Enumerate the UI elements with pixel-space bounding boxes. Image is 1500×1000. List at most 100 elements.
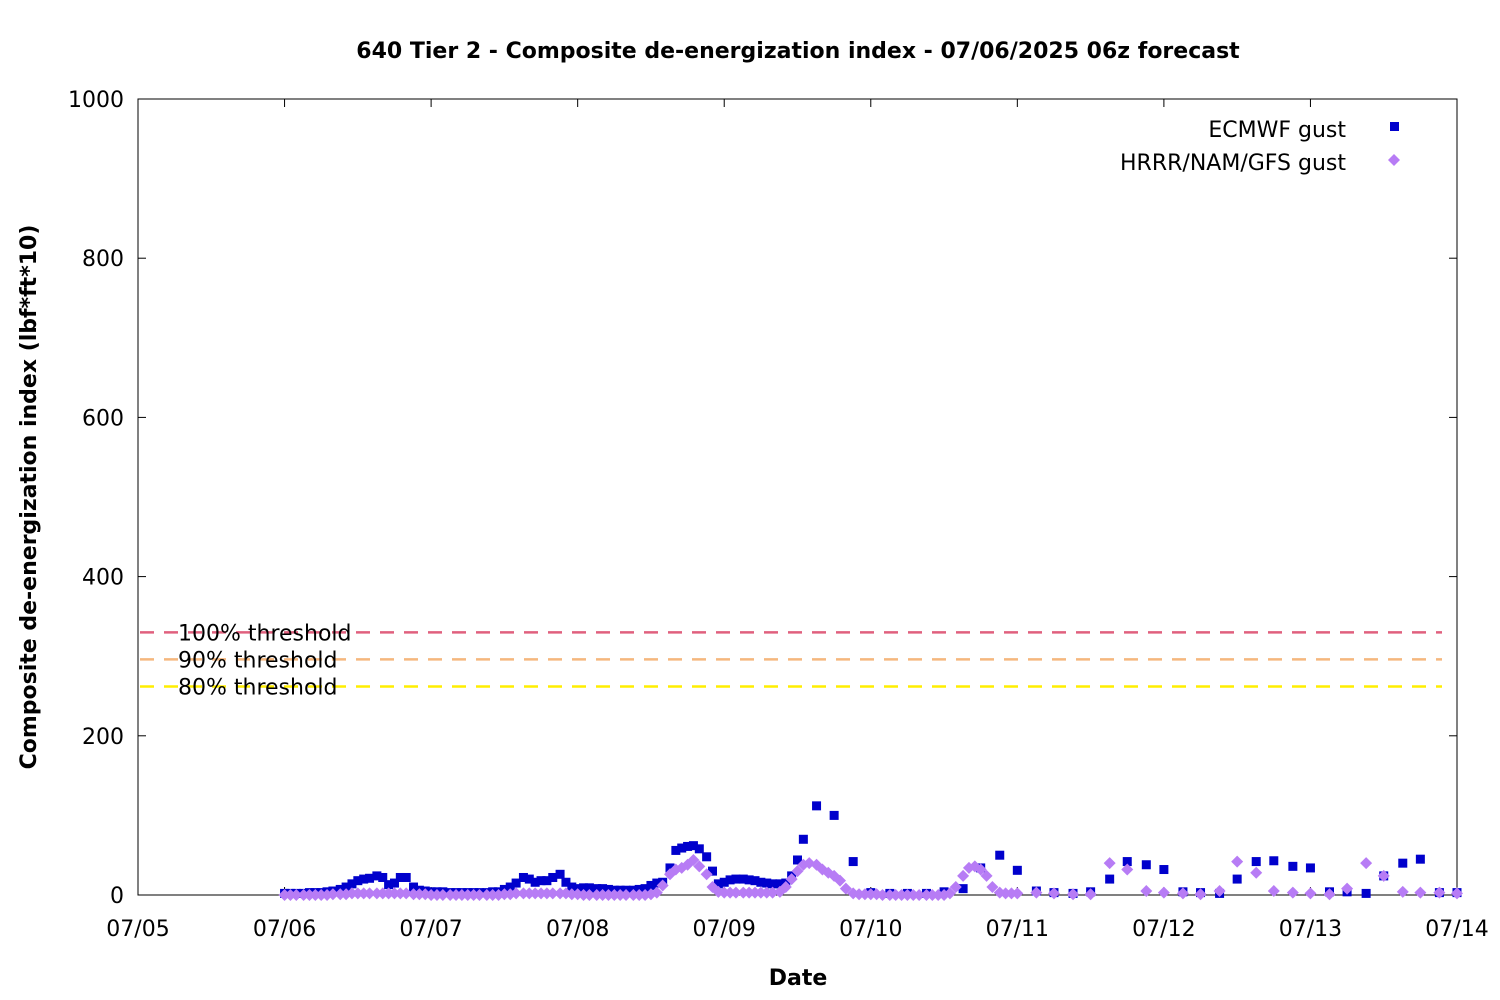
data-point-ecmwf	[347, 879, 357, 889]
data-point-hrrr	[363, 887, 376, 900]
data-point-ecmwf	[518, 872, 528, 882]
data-point-ecmwf	[671, 845, 681, 855]
y-tick-label: 200	[82, 725, 124, 750]
data-point-ecmwf	[359, 874, 369, 884]
data-point-hrrr	[473, 889, 486, 901]
data-point-ecmwf	[848, 857, 858, 867]
data-point-ecmwf	[713, 879, 723, 889]
data-point-ecmwf	[1122, 857, 1132, 867]
data-point-ecmwf	[1305, 863, 1315, 873]
data-point-ecmwf	[1269, 856, 1279, 866]
data-point-ecmwf	[579, 883, 589, 893]
data-point-ecmwf	[677, 843, 687, 853]
data-point-hrrr	[913, 889, 926, 901]
data-point-ecmwf	[744, 875, 754, 885]
data-point-ecmwf	[548, 872, 558, 882]
data-point-hrrr	[839, 882, 852, 895]
y-tick-label: 1000	[68, 88, 124, 113]
data-point-hrrr	[1157, 886, 1170, 899]
data-point-ecmwf	[1288, 861, 1298, 871]
data-point-ecmwf	[1361, 888, 1371, 898]
data-point-ecmwf	[598, 884, 608, 894]
y-tick-label: 800	[82, 247, 124, 272]
data-point-hrrr	[1121, 863, 1134, 876]
data-point-hrrr	[1377, 869, 1390, 882]
y-axis-title: Composite de-energization index (lbf*ft*…	[17, 225, 42, 770]
data-point-hrrr	[1250, 866, 1263, 879]
data-point-ecmwf	[536, 876, 546, 886]
data-point-ecmwf	[652, 878, 662, 888]
data-point-ecmwf	[756, 877, 766, 887]
legend-marker-ecmwf	[1390, 122, 1399, 131]
axis-ticks: 07/05 07/06 07/07 07/08 07/09 07/10 07/11 07/12…	[68, 88, 1489, 942]
data-point-ecmwf	[384, 880, 394, 890]
data-point-ecmwf	[592, 884, 602, 894]
data-point-hrrr	[650, 886, 663, 899]
data-point-ecmwf	[372, 871, 382, 881]
data-point-ecmwf	[1251, 857, 1261, 867]
data-point-hrrr	[1194, 888, 1207, 901]
data-point-ecmwf	[1141, 860, 1151, 870]
data-point-hrrr	[943, 887, 956, 900]
legend-marker-hrrr	[1388, 154, 1400, 166]
data-series	[278, 801, 1463, 901]
x-tick-label: 07/14	[1425, 917, 1488, 942]
data-point-ecmwf	[995, 850, 1005, 860]
data-point-ecmwf	[958, 884, 968, 894]
data-point-hrrr	[1286, 886, 1299, 899]
data-point-hrrr	[876, 889, 889, 901]
data-point-ecmwf	[640, 884, 650, 894]
y-tick-label: 400	[82, 566, 124, 591]
x-tick-label: 07/05	[106, 917, 169, 942]
data-point-ecmwf	[762, 878, 772, 888]
data-point-hrrr	[1084, 888, 1097, 901]
data-point-hrrr	[1011, 887, 1024, 900]
x-tick-label: 07/06	[253, 917, 316, 942]
data-point-hrrr	[1433, 886, 1446, 899]
data-point-ecmwf	[798, 834, 808, 844]
data-point-hrrr	[974, 863, 987, 876]
data-point-ecmwf	[1159, 865, 1169, 875]
data-point-hrrr	[1140, 885, 1153, 898]
data-point-hrrr	[980, 869, 993, 882]
data-point-hrrr	[834, 874, 847, 887]
legend: ECMWF gust HRRR/NAM/GFS gust	[1120, 118, 1400, 176]
data-point-ecmwf	[555, 869, 565, 879]
data-point-ecmwf	[731, 874, 741, 884]
data-point-ecmwf	[1398, 858, 1408, 868]
threshold-label: 80% threshold	[178, 675, 338, 700]
data-point-hrrr	[1341, 882, 1354, 895]
data-point-hrrr	[583, 889, 596, 901]
threshold-label: 100% threshold	[178, 621, 352, 646]
data-point-ecmwf	[1415, 854, 1425, 864]
data-point-hrrr	[957, 869, 970, 882]
data-point-ecmwf	[353, 876, 363, 886]
data-point-hrrr	[1231, 855, 1244, 868]
chart-title: 640 Tier 2 - Composite de-energization i…	[356, 39, 1240, 64]
data-point-ecmwf	[725, 875, 735, 885]
data-point-hrrr	[729, 886, 742, 899]
x-axis-title: Date	[769, 966, 828, 991]
data-point-hrrr	[949, 881, 962, 894]
data-point-hrrr	[290, 889, 303, 901]
data-point-hrrr	[620, 889, 633, 901]
data-point-ecmwf	[567, 882, 577, 892]
data-point-ecmwf	[409, 882, 419, 892]
data-point-hrrr	[1047, 887, 1060, 900]
x-tick-label: 07/10	[839, 917, 902, 942]
data-point-ecmwf	[688, 841, 698, 851]
data-point-ecmwf	[768, 879, 778, 889]
data-point-hrrr	[1067, 888, 1080, 901]
data-point-ecmwf	[378, 872, 388, 882]
x-tick-label: 07/13	[1279, 917, 1342, 942]
data-point-hrrr	[326, 888, 339, 901]
x-tick-label: 07/11	[986, 917, 1049, 942]
x-tick-label: 07/07	[399, 917, 462, 942]
data-point-ecmwf	[365, 873, 375, 883]
data-point-hrrr	[1213, 885, 1226, 898]
data-point-hrrr	[400, 887, 413, 900]
data-point-ecmwf	[694, 844, 704, 854]
data-point-hrrr	[766, 886, 779, 899]
data-point-ecmwf	[719, 877, 729, 887]
